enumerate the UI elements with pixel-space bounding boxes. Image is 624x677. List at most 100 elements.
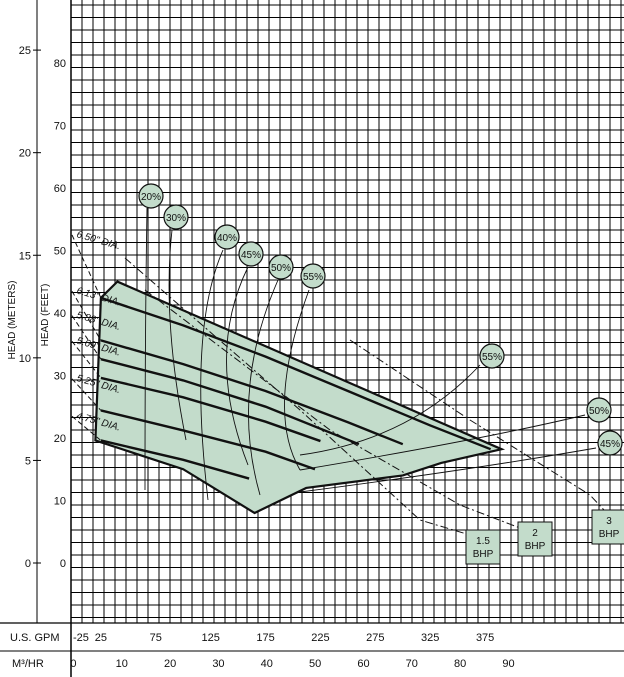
gpm-tick-label: 325 (421, 632, 439, 644)
bhp-box: 2 BHP (517, 521, 553, 557)
feet-tick-label: 70 (54, 120, 66, 132)
feet-tick-label: 20 (54, 433, 66, 445)
efficiency-label: 45% (600, 439, 620, 450)
gpm-tick-label: 275 (366, 632, 384, 644)
operating-region (94, 280, 506, 515)
impeller-label-leader (71, 234, 102, 299)
efficiency-label: 45% (241, 250, 261, 261)
gpm-tick-label: 125 (201, 632, 219, 644)
feet-tick-label: 0 (60, 558, 66, 570)
efficiency-curve (168, 229, 187, 441)
meters-tick-label: 0 (25, 558, 31, 570)
meters-tick-label: 25 (19, 45, 31, 57)
bhp-value-label: 2 (532, 528, 538, 539)
m3hr-tick-label: 60 (357, 658, 369, 670)
feet-tick-label: 40 (54, 308, 66, 320)
meters-tick-label: 5 (25, 455, 31, 467)
impeller-label-leader (71, 290, 102, 341)
m3hr-tick-label: 50 (309, 658, 321, 670)
bhp-box: 1.5 BHP (465, 529, 501, 565)
impeller-label-leader (71, 378, 102, 411)
m3hr-tick-label: 30 (212, 658, 224, 670)
efficiency-label: 50% (589, 406, 609, 417)
impeller-curve (100, 376, 321, 443)
bhp-line (349, 339, 605, 511)
efficiency-bubble: 45% (238, 241, 264, 267)
bhp-unit-label: BHP (473, 549, 494, 560)
efficiency-bubble: 45% (597, 430, 623, 456)
impeller-curve (100, 357, 360, 446)
meters-tick-label: 20 (19, 148, 31, 160)
m3hr-axis-label: M³/HR (12, 658, 44, 670)
efficiency-lines: 20% 30% 40% 45% 50% 55% 55% 50% 45% (138, 183, 623, 501)
efficiency-label: 20% (141, 192, 161, 203)
m3hr-tick-label: 10 (116, 658, 128, 670)
efficiency-curve (200, 249, 224, 501)
meters-tick-label: 15 (19, 250, 31, 262)
efficiency-curve (299, 414, 586, 471)
efficiency-bubble-circle (138, 183, 164, 209)
impeller-label-leader (71, 315, 102, 360)
feet-tick-label: 10 (54, 495, 66, 507)
impeller-curve (100, 339, 404, 446)
operating-region-area (94, 280, 506, 515)
m3hr-tick-label: 40 (261, 658, 273, 670)
bhp-box-rect (591, 509, 624, 545)
bhp-unit-label: BHP (599, 529, 620, 540)
efficiency-bubble-circle (214, 224, 240, 250)
impeller-curve (100, 296, 492, 451)
meters-tick-label: 10 (19, 353, 31, 365)
efficiency-bubble-circle (300, 263, 326, 289)
gpm-tick-label: 25 (95, 632, 107, 644)
bhp-box: 3 BHP (591, 509, 624, 545)
efficiency-bubble-circle (586, 397, 612, 423)
gpm-tick-label: -25 (73, 632, 89, 644)
feet-tick-label: 30 (54, 370, 66, 382)
feet-tick-label: 60 (54, 183, 66, 195)
impeller-curve (100, 409, 316, 471)
feet-tick-label: 80 (54, 58, 66, 70)
m3hr-tick-label: 80 (454, 658, 466, 670)
efficiency-bubble-circle (163, 204, 189, 230)
gpm-tick-label: 175 (256, 632, 274, 644)
efficiency-bubble: 20% (138, 183, 164, 209)
efficiency-bubble: 50% (268, 254, 294, 280)
bhp-lines: 1.5 BHP 2 BHP 3 BHP (124, 257, 624, 565)
efficiency-bubble: 55% (300, 263, 326, 289)
efficiency-bubble-circle (238, 241, 264, 267)
efficiency-bubble-circle (597, 430, 623, 456)
efficiency-bubble: 55% (479, 343, 505, 369)
bhp-box-rect (465, 529, 501, 565)
efficiency-curve (299, 364, 481, 456)
gpm-tick-label: 75 (150, 632, 162, 644)
efficiency-bubble: 30% (163, 204, 189, 230)
feet-tick-label: 50 (54, 245, 66, 257)
efficiency-curve (284, 289, 310, 471)
impeller-curve (100, 439, 250, 480)
efficiency-label: 40% (217, 233, 237, 244)
efficiency-label: 55% (482, 352, 502, 363)
bhp-box-rect (517, 521, 553, 557)
efficiency-curve (248, 279, 279, 496)
efficiency-label: 55% (303, 272, 323, 283)
bhp-value-label: 3 (606, 516, 612, 527)
y-axis-label-meters: HEAD (METERS) (7, 281, 18, 360)
efficiency-bubble: 50% (586, 397, 612, 423)
efficiency-label: 50% (271, 263, 291, 274)
efficiency-bubble-circle (268, 254, 294, 280)
efficiency-curve (226, 266, 249, 466)
gpm-tick-label: 375 (476, 632, 494, 644)
efficiency-bubble: 40% (214, 224, 240, 250)
bhp-value-label: 1.5 (476, 536, 490, 547)
gpm-tick-label: 225 (311, 632, 329, 644)
m3hr-tick-label: 0 (70, 658, 76, 670)
bhp-line (144, 289, 521, 529)
efficiency-bubble-circle (479, 343, 505, 369)
m3hr-tick-label: 90 (502, 658, 514, 670)
gpm-axis-label: U.S. GPM (10, 632, 60, 644)
efficiency-label: 30% (166, 213, 186, 224)
impeller-label-leader (71, 415, 102, 441)
m3hr-tick-label: 70 (406, 658, 418, 670)
tick-labels: 0 5 10 15 20 25 0 10 20 30 40 50 60 70 80 -25 25 75 125 175… (19, 45, 515, 670)
